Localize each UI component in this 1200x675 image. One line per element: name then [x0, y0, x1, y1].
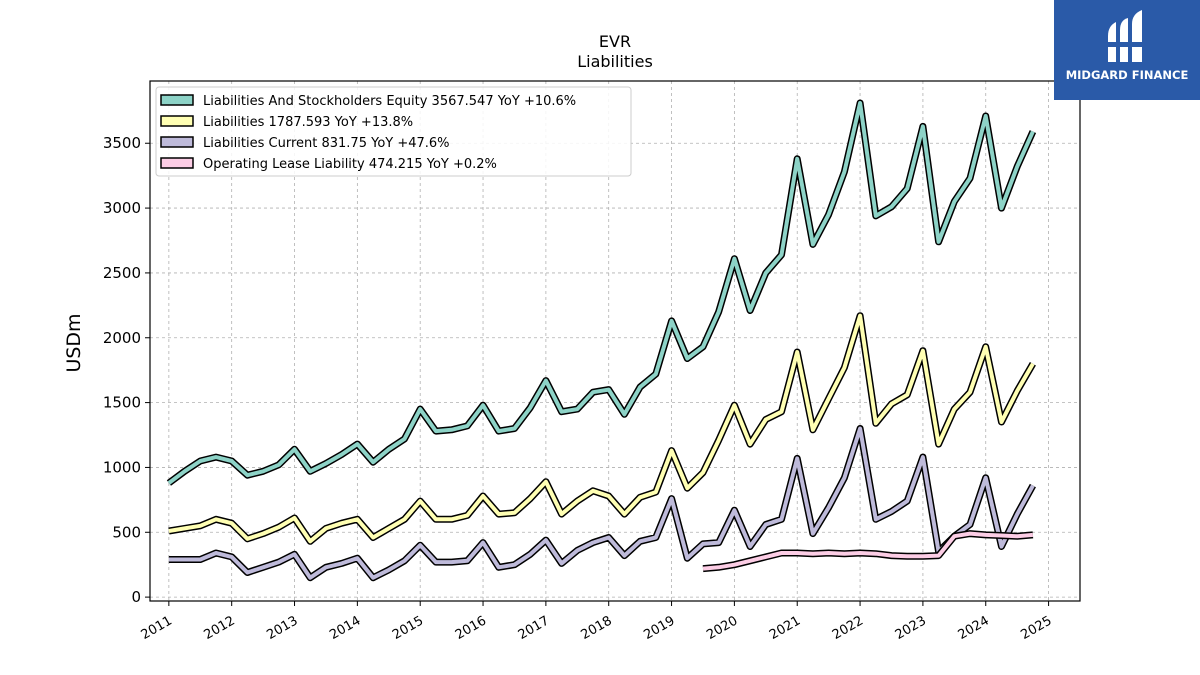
y-tick-label: 3500: [103, 134, 141, 152]
x-tick-label: 2025: [1018, 613, 1054, 643]
brand-logo: MIDGARD FINANCE: [1054, 0, 1200, 100]
series-line: [168, 426, 1035, 580]
legend-label: Operating Lease Liability 474.215 YoY +0…: [203, 157, 497, 172]
x-tick-label: 2011: [139, 613, 175, 643]
x-tick-label: 2024: [956, 613, 992, 643]
y-tick-label: 2500: [103, 264, 141, 282]
x-tick-label: 2019: [641, 613, 677, 643]
midgard-logo-icon: [1108, 10, 1142, 62]
x-tick-label: 2020: [704, 613, 740, 643]
y-axis: 0 500 1000 1500 2000 2500 3000 3500: [103, 134, 150, 606]
logo-text: MIDGARD FINANCE: [1065, 68, 1189, 82]
legend-swatch: [160, 94, 194, 106]
legend-label: Liabilities 1787.593 YoY +13.8%: [203, 115, 413, 130]
series-lines: [166, 99, 1037, 582]
y-tick-label: 1500: [103, 394, 141, 412]
legend-swatch: [160, 115, 194, 127]
x-tick-label: 2017: [516, 613, 552, 643]
x-tick-label: 2012: [202, 613, 238, 643]
x-tick-label: 2018: [579, 613, 615, 643]
x-axis: 2011 2012 2013 2014 2015 2016 2017 2018 2019 2020…: [139, 601, 1055, 643]
x-tick-label: 2015: [390, 613, 426, 643]
legend-swatch: [160, 157, 194, 169]
series-line: [167, 101, 1035, 485]
legend-label: Liabilities And Stockholders Equity 3567…: [203, 94, 576, 109]
legend-box: [155, 86, 632, 177]
y-tick-label: 3000: [103, 199, 141, 217]
y-tick-label: 500: [112, 523, 141, 541]
x-tick-label: 2016: [453, 613, 489, 643]
x-tick-label: 2013: [264, 613, 300, 643]
y-tick-label: 0: [131, 588, 141, 606]
y-axis-label: USDm: [63, 313, 85, 372]
legend: Liabilities And Stockholders Equity 3567…: [155, 86, 632, 177]
chart-title: EVR: [599, 32, 631, 51]
legend-swatch: [160, 136, 194, 148]
series-line: [702, 531, 1034, 571]
x-tick-label: 2014: [327, 613, 363, 643]
y-tick-label: 2000: [103, 329, 141, 347]
x-tick-label: 2023: [893, 613, 929, 643]
series-line: [168, 313, 1035, 544]
x-tick-label: 2021: [767, 613, 803, 643]
x-tick-label: 2022: [830, 613, 866, 643]
legend-label: Liabilities Current 831.75 YoY +47.6%: [203, 136, 450, 151]
chart-subtitle: Liabilities: [577, 52, 653, 71]
y-tick-label: 1000: [103, 458, 141, 476]
plot-frame: [149, 80, 1081, 602]
